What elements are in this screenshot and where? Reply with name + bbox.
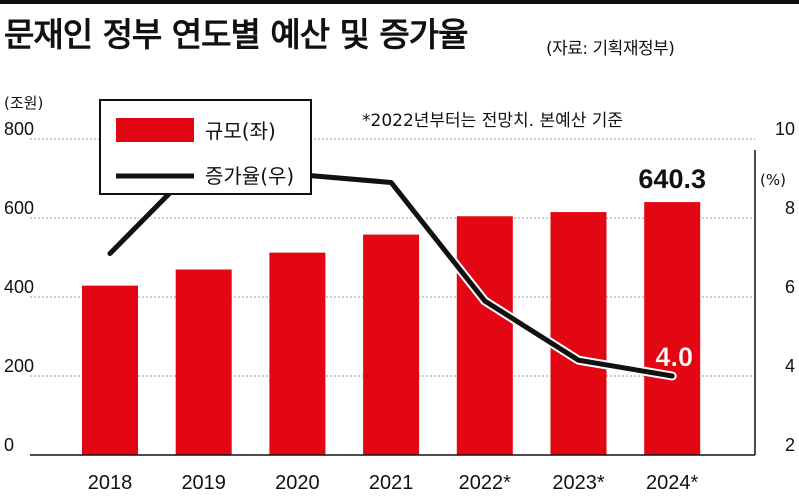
bar-2024* — [644, 202, 701, 455]
bar-2021 — [363, 234, 420, 455]
x-tick-label: 2019 — [181, 472, 226, 494]
right-tick-label: 2 — [785, 435, 795, 455]
left-tick-label: 800 — [4, 119, 34, 139]
legend-line-label: 증가율(우) — [205, 164, 294, 188]
chart-title: 문재인 정부 연도별 예산 및 증가율 — [4, 15, 468, 54]
x-tick-label: 2024* — [646, 472, 698, 494]
legend-bar-label: 규모(좌) — [205, 119, 276, 143]
bar-value-label: 640.3 — [638, 164, 706, 194]
x-tick-label: 2021 — [369, 472, 414, 494]
left-tick-label: 200 — [4, 356, 34, 376]
right-axis-unit: (%) — [760, 171, 786, 189]
line-value-label: 4.0 — [655, 342, 693, 372]
x-tick-label: 2023* — [552, 472, 604, 494]
legend-bar-swatch — [116, 118, 194, 142]
left-tick-label: 0 — [4, 435, 14, 455]
chart-note: *2022년부터는 전망치. 본예산 기준 — [362, 111, 623, 131]
right-tick-label: 8 — [785, 198, 795, 218]
left-tick-label: 400 — [4, 277, 34, 297]
axes: 0 200 400 600 800 2 4 6 8 10 2018 2019 2020 2021 2022*… — [4, 119, 795, 494]
left-axis-unit: (조원) — [4, 94, 43, 112]
x-tick-label: 2020 — [275, 472, 320, 494]
bar-2022* — [456, 216, 513, 455]
x-tick-label: 2022* — [459, 472, 511, 494]
right-tick-label: 10 — [775, 119, 795, 139]
right-tick-label: 4 — [785, 356, 795, 376]
x-tick-label: 2018 — [88, 472, 133, 494]
bar-2018 — [82, 285, 138, 455]
bar-2023* — [550, 212, 607, 455]
legend: 규모(좌) 증가율(우) — [99, 99, 312, 195]
top-rule — [0, 0, 799, 4]
chart-source: (자료: 기획재정부) — [546, 39, 675, 59]
bar-2020 — [269, 252, 326, 455]
bar-2019 — [175, 269, 232, 455]
right-tick-label: 6 — [785, 277, 795, 297]
left-tick-label: 600 — [4, 198, 34, 218]
bars — [82, 202, 701, 455]
